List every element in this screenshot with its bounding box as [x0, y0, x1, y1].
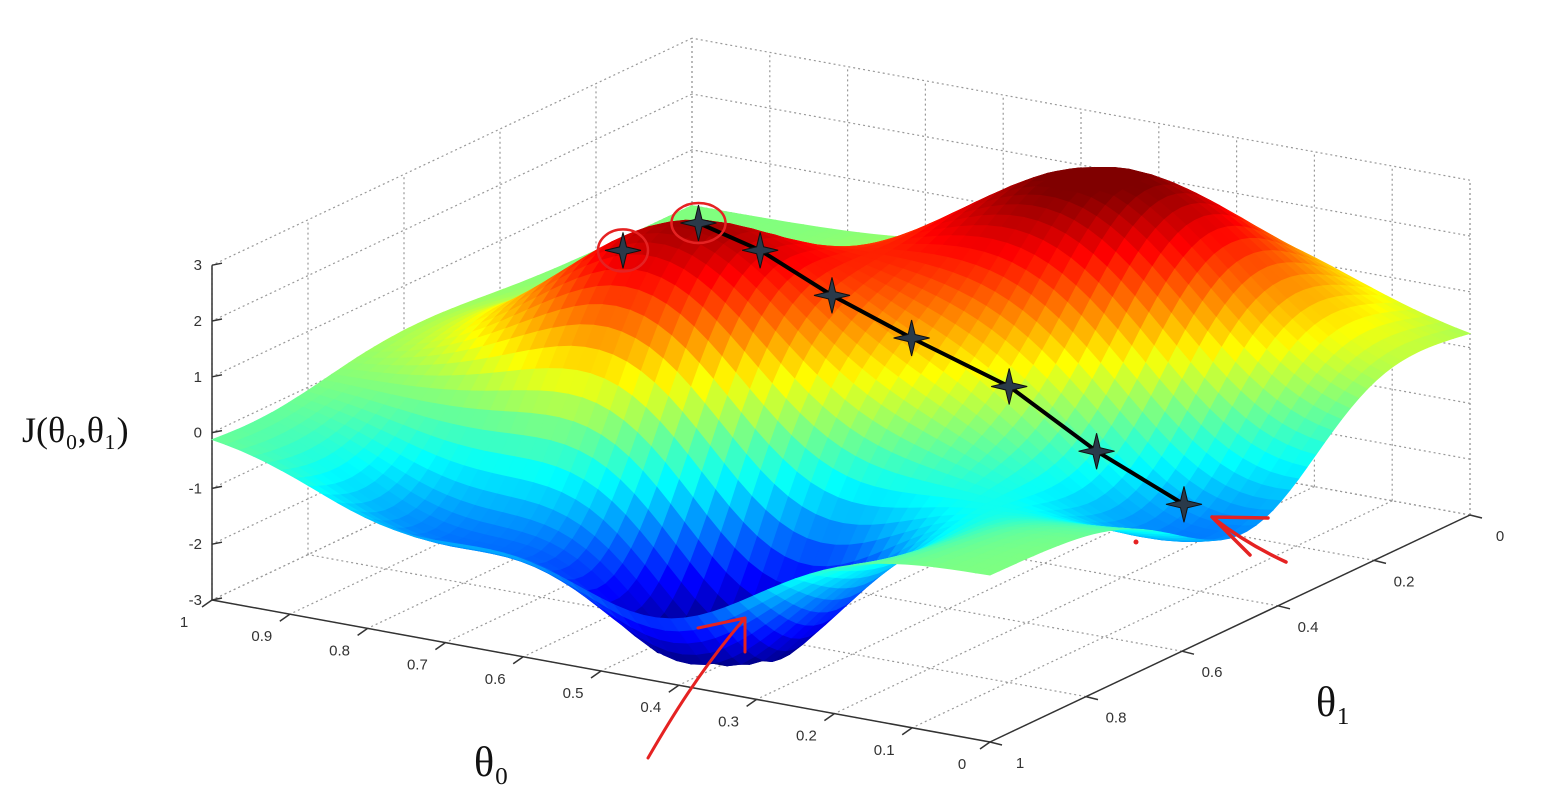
x-tick-label: 0.5 — [563, 685, 584, 702]
floor-grid-line — [911, 500, 1393, 729]
z-tick — [211, 541, 223, 545]
z-tick-label: -3 — [189, 592, 202, 609]
z-tick — [211, 597, 223, 601]
x-tick-label: 0.4 — [640, 699, 661, 716]
x-tick-label: 0.8 — [329, 642, 350, 659]
y-axis-label: θ₁ — [1316, 680, 1351, 726]
z-tick — [211, 262, 223, 266]
x-tick-label: 1 — [180, 614, 188, 631]
x-tick-label: 0.7 — [407, 657, 428, 674]
axes: -3 -2 -1 0 1 2 3 0 0.1 0.2 0.3 0.4 0.5 0.6 0.7 0.8 0.9 1 0… — [180, 257, 1504, 773]
y-tick — [989, 741, 1003, 746]
x-tick — [357, 627, 369, 637]
descent-step-marker — [991, 368, 1028, 405]
wall-grid-line — [211, 149, 693, 378]
y-tick — [1469, 514, 1483, 519]
descent-step-marker — [1165, 486, 1203, 523]
y-tick — [1181, 650, 1195, 655]
x-tick — [201, 599, 213, 608]
wall-grid-line — [691, 37, 1471, 181]
annotation-arrow-global-min — [646, 616, 747, 760]
x-tick — [279, 613, 291, 622]
z-tick-label: 3 — [194, 257, 202, 274]
y-tick-label: 0 — [1496, 528, 1504, 545]
y-tick-label: 0.4 — [1298, 619, 1319, 636]
z-tick — [211, 429, 223, 434]
x-tick — [746, 698, 758, 708]
x-tick-label: 0 — [958, 756, 966, 773]
gradient-descent-path — [596, 201, 1203, 523]
z-tick-label: 0 — [194, 425, 202, 442]
z-tick-label: -2 — [189, 536, 202, 553]
annotation-dot — [1133, 539, 1139, 545]
floor-grid-line — [678, 457, 1160, 686]
wall-grid-line — [211, 93, 693, 322]
descent-step-marker — [742, 232, 779, 269]
annotations — [646, 515, 1288, 760]
x-tick — [512, 656, 524, 665]
surface-patch — [974, 568, 1000, 576]
x-tick-label: 0.9 — [251, 628, 272, 645]
y-tick — [1373, 559, 1387, 565]
descent-step-marker — [813, 277, 851, 314]
floor-grid-line — [756, 471, 1237, 700]
z-tick-label: -1 — [189, 480, 202, 497]
y-axis — [989, 514, 1471, 743]
z-tick — [211, 318, 223, 322]
annotation-arrow-local-min — [1210, 515, 1288, 564]
cost-surface — [210, 166, 1472, 667]
x-tick — [434, 641, 446, 651]
floor-grid-line — [834, 486, 1315, 715]
y-tick-label: 0.2 — [1394, 573, 1415, 590]
descent-step-marker — [680, 204, 717, 242]
y-tick — [1277, 605, 1291, 610]
x-axis-label: θ₀ — [474, 740, 509, 786]
z-tick — [211, 485, 223, 490]
z-tick-label: 1 — [194, 369, 202, 386]
x-tick — [823, 712, 835, 722]
x-tick — [979, 741, 991, 750]
y-tick-label: 0.6 — [1202, 664, 1223, 681]
x-tick — [668, 684, 680, 693]
x-tick-label: 0.1 — [874, 742, 895, 759]
z-tick — [211, 374, 223, 378]
x-tick — [590, 670, 602, 679]
z-tick-label: 2 — [194, 313, 202, 330]
wall-grid-line — [211, 37, 693, 266]
alternate-start-marker — [604, 232, 642, 269]
y-tick-label: 1 — [1016, 755, 1024, 772]
x-tick — [901, 727, 913, 736]
x-tick-label: 0.2 — [796, 728, 817, 745]
descent-step-marker — [1078, 433, 1115, 470]
x-tick-label: 0.6 — [485, 671, 506, 688]
x-tick-label: 0.3 — [718, 713, 739, 730]
start-point-circle — [670, 201, 727, 245]
z-axis-label: J(θ₀,θ₁) — [22, 410, 129, 450]
y-tick — [1085, 695, 1099, 701]
descent-step-marker — [893, 319, 930, 357]
wall-grid-line — [691, 93, 1471, 237]
y-tick-label: 0.8 — [1106, 710, 1127, 727]
alternate-start-circle — [596, 228, 650, 273]
